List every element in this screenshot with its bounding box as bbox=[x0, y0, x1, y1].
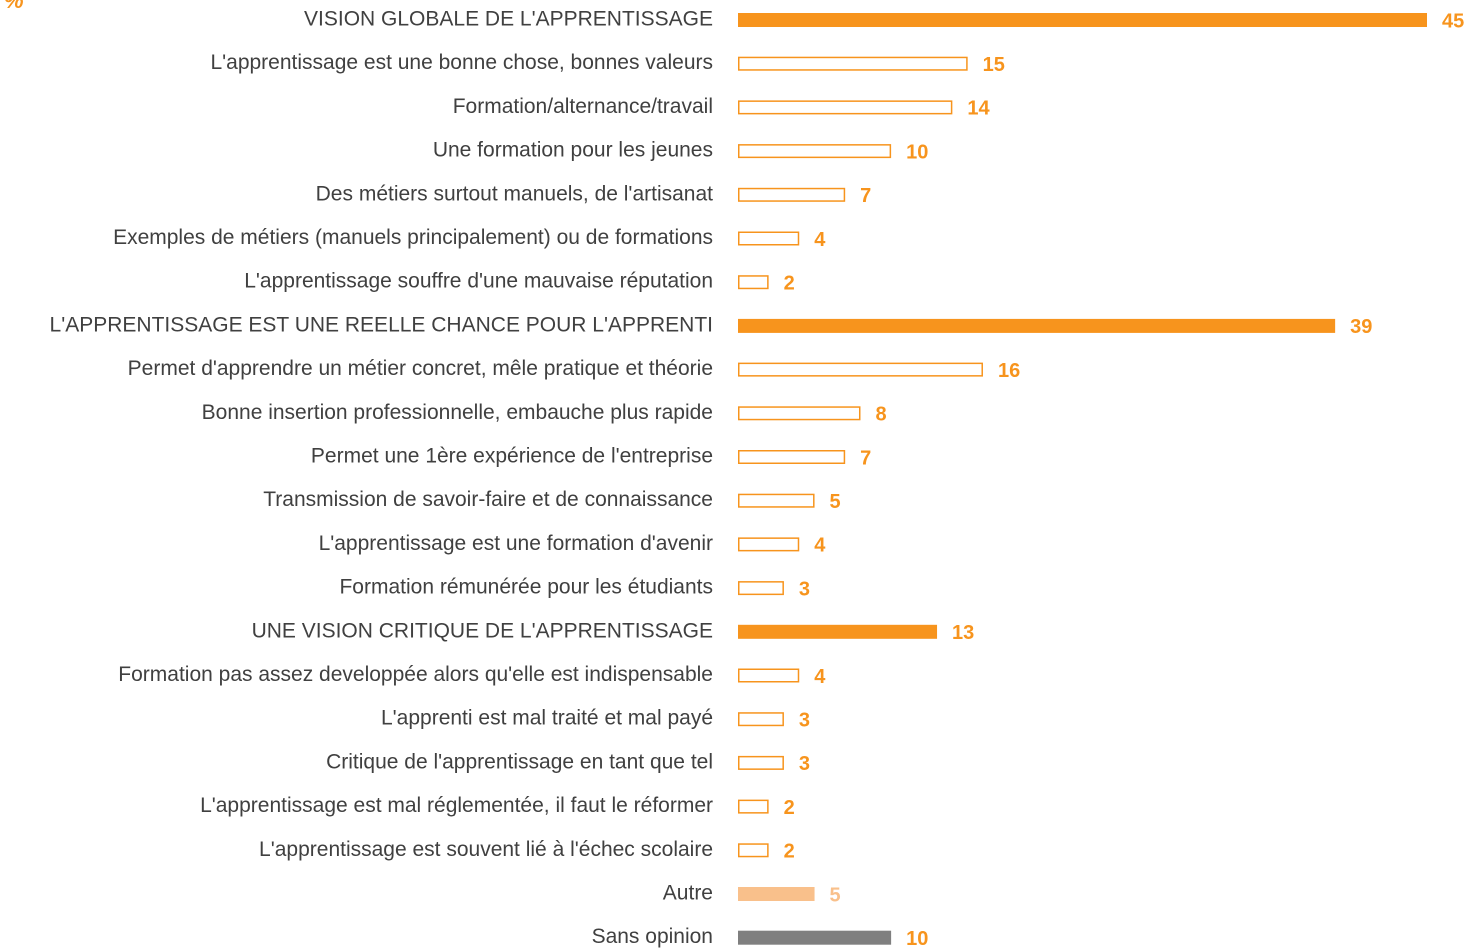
category-label: Permet une 1ère expérience de l'entrepri… bbox=[311, 445, 713, 468]
category-label: Permet d'apprendre un métier concret, mê… bbox=[128, 357, 713, 380]
value-label: 3 bbox=[799, 753, 810, 775]
value-label: 16 bbox=[998, 360, 1020, 382]
bar bbox=[738, 318, 1336, 333]
value-label: 5 bbox=[830, 491, 841, 513]
bar bbox=[738, 100, 953, 115]
bar bbox=[738, 755, 784, 770]
category-label: Une formation pour les jeunes bbox=[433, 139, 713, 162]
value-label: 15 bbox=[983, 54, 1005, 76]
bar bbox=[738, 493, 815, 508]
value-label: 13 bbox=[952, 622, 974, 644]
bar bbox=[738, 406, 861, 421]
bar bbox=[738, 362, 983, 377]
category-label: Transmission de savoir-faire et de conna… bbox=[263, 488, 713, 511]
bar bbox=[738, 930, 892, 945]
bar bbox=[738, 56, 968, 71]
bar bbox=[738, 537, 800, 552]
value-label: 39 bbox=[1350, 316, 1372, 338]
bar bbox=[738, 13, 1427, 27]
value-label: 4 bbox=[814, 666, 826, 688]
bar bbox=[738, 712, 784, 727]
value-label: 4 bbox=[814, 535, 826, 557]
value-label: 2 bbox=[784, 797, 795, 819]
category-label: Exemples de métiers (manuels principalem… bbox=[113, 226, 713, 249]
category-label: Bonne insertion professionnelle, embauch… bbox=[202, 401, 713, 424]
bar bbox=[738, 887, 815, 901]
category-label: Formation rémunérée pour les étudiants bbox=[339, 576, 713, 599]
category-label: L'apprentissage est souvent lié à l'éche… bbox=[259, 838, 713, 861]
category-label: Formation pas assez developpée alors qu'… bbox=[118, 663, 713, 686]
category-label: Des métiers surtout manuels, de l'artisa… bbox=[316, 182, 714, 205]
value-label: 2 bbox=[784, 841, 795, 863]
category-label: UNE VISION CRITIQUE DE L'APPRENTISSAGE bbox=[252, 619, 713, 642]
bar bbox=[738, 843, 769, 858]
value-label: 2 bbox=[784, 272, 795, 294]
bar bbox=[738, 144, 892, 159]
bar bbox=[738, 187, 846, 202]
bar bbox=[738, 581, 784, 596]
value-label: 10 bbox=[906, 141, 928, 163]
value-label: 5 bbox=[830, 884, 841, 906]
value-label: 3 bbox=[799, 578, 810, 600]
category-label: Critique de l'apprentissage en tant que … bbox=[326, 750, 713, 773]
value-label: 45 bbox=[1442, 10, 1464, 32]
bar bbox=[738, 450, 846, 464]
value-label: 4 bbox=[814, 229, 826, 251]
category-label: Autre bbox=[663, 882, 713, 905]
category-label: L'APPRENTISSAGE EST UNE REELLE CHANCE PO… bbox=[50, 313, 713, 336]
category-label: L'apprentissage est une bonne chose, bon… bbox=[210, 51, 713, 74]
bar bbox=[738, 668, 800, 683]
value-label: 7 bbox=[860, 185, 871, 207]
category-label: VISION GLOBALE DE L'APPRENTISSAGE bbox=[304, 8, 713, 31]
value-label: 10 bbox=[906, 928, 928, 950]
category-label: L'apprentissage souffre d'une mauvaise r… bbox=[244, 270, 713, 293]
category-label: L'apprentissage est mal réglementée, il … bbox=[200, 794, 713, 817]
unit-label: % bbox=[4, 0, 24, 13]
value-label: 8 bbox=[875, 404, 886, 426]
bar bbox=[738, 231, 800, 246]
category-label: Formation/alternance/travail bbox=[453, 95, 713, 118]
category-label: L'apprenti est mal traité et mal payé bbox=[381, 707, 713, 730]
value-label: 7 bbox=[860, 447, 871, 469]
value-label: 14 bbox=[967, 98, 990, 120]
bar bbox=[738, 799, 769, 814]
category-label: Sans opinion bbox=[592, 925, 713, 948]
category-label: L'apprentissage est une formation d'aven… bbox=[319, 532, 713, 555]
bar bbox=[738, 275, 769, 290]
value-label: 3 bbox=[799, 709, 810, 731]
bar bbox=[738, 624, 938, 639]
